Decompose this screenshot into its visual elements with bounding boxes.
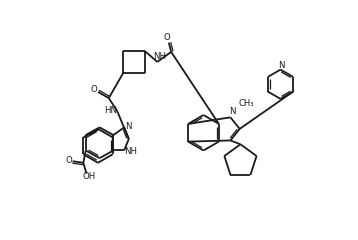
Text: O: O (163, 33, 170, 42)
Text: O: O (66, 156, 72, 165)
Text: NH: NH (124, 147, 137, 156)
Text: N: N (278, 61, 285, 70)
Text: O: O (90, 85, 97, 94)
Text: N: N (229, 108, 236, 116)
Text: CH₃: CH₃ (239, 99, 255, 108)
Text: NH: NH (153, 52, 166, 61)
Text: HN: HN (105, 106, 117, 115)
Text: OH: OH (83, 172, 96, 181)
Text: N: N (126, 122, 132, 131)
